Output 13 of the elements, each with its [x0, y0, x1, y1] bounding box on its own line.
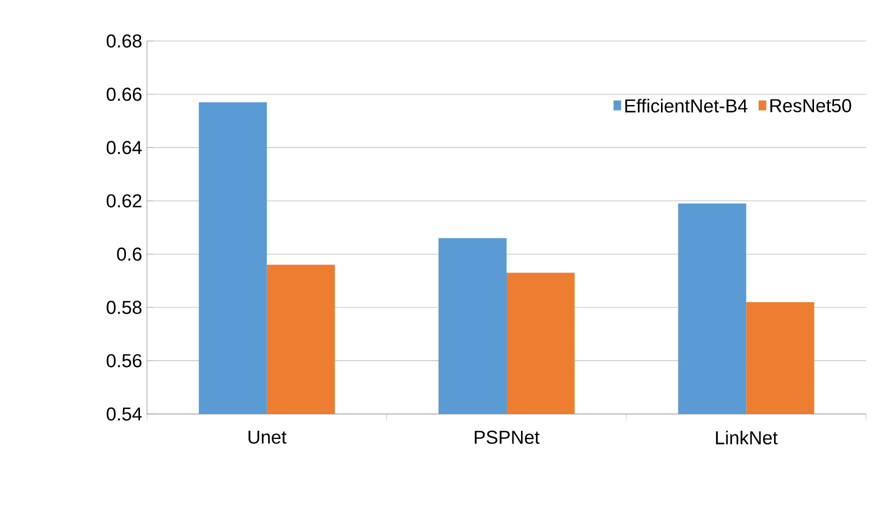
y-tick-label: 0.66: [106, 88, 142, 101]
y-tick-label: 0.58: [106, 300, 142, 314]
x-tick-label: PSPNet: [474, 430, 540, 444]
y-tick-label: 0.56: [106, 354, 142, 368]
y-tick-label: 0.54: [106, 407, 142, 421]
y-tick-label: 0.6: [117, 248, 142, 261]
y-tick-label: 0.62: [106, 194, 142, 208]
y-tick-label: 0.64: [106, 140, 142, 154]
legend-label: ResNet50: [770, 99, 852, 112]
x-tick-label: Unet: [248, 430, 286, 444]
legend-label: EfficientNet-B4: [625, 98, 748, 113]
y-tick-label: 0.68: [106, 34, 142, 48]
x-tick-label: LinkNet: [716, 430, 778, 444]
